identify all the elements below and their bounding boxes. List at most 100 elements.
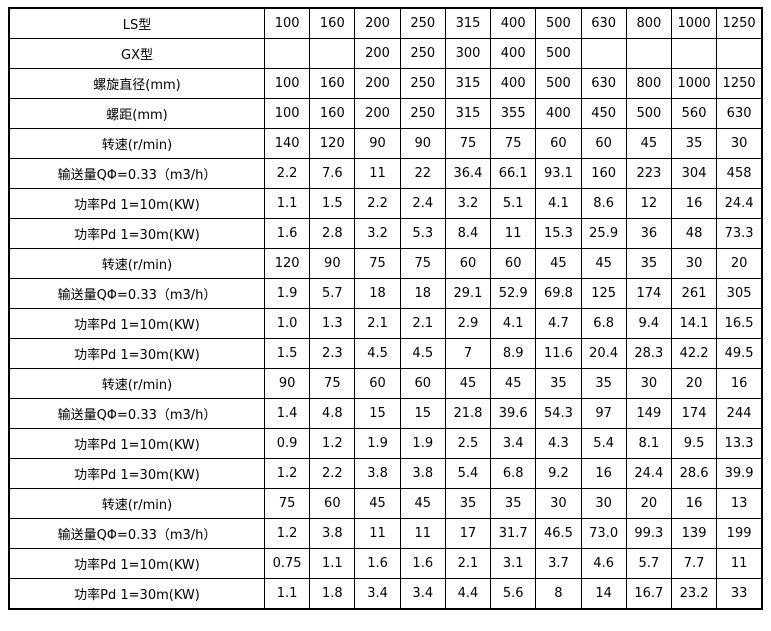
value-cell: 160 xyxy=(580,158,627,189)
value-cell: 9.4 xyxy=(625,308,672,339)
value-cell: 9.5 xyxy=(670,428,718,459)
value-cell: 3.8 xyxy=(354,458,401,489)
value-cell: 800 xyxy=(625,68,672,99)
value-cell: 60 xyxy=(490,248,537,279)
value-cell: 25.9 xyxy=(580,218,627,249)
value-cell: 7.7 xyxy=(670,548,718,579)
value-cell: 1.3 xyxy=(309,308,356,339)
value-cell: 250 xyxy=(399,7,446,39)
value-cell: 2.1 xyxy=(354,308,401,339)
value-cell: 160 xyxy=(309,68,356,99)
table-row: 输送量QΦ=0.33（m3/h） 1.9 5.7 18 18 29.1 52.9 69.8 12… xyxy=(8,278,763,309)
value-cell: 16 xyxy=(670,488,718,519)
row-label: 转速(r/min) xyxy=(8,488,265,519)
value-cell: 100 xyxy=(263,68,311,99)
value-cell: 8.9 xyxy=(490,338,537,369)
table-row: 转速(r/min) 90 75 60 60 45 45 35 35 30 20 16 xyxy=(8,368,763,399)
value-cell: 400 xyxy=(490,7,537,39)
row-label: 输送量QΦ=0.33（m3/h） xyxy=(8,518,265,549)
value-cell: 3.4 xyxy=(399,578,446,610)
value-cell: 30 xyxy=(625,368,672,399)
value-cell: 36 xyxy=(625,218,672,249)
value-cell: 5.7 xyxy=(625,548,672,579)
value-cell: 75 xyxy=(354,248,401,279)
value-cell: 4.3 xyxy=(535,428,582,459)
value-cell: 3.4 xyxy=(490,428,537,459)
value-cell: 45 xyxy=(580,248,627,279)
value-cell: 4.1 xyxy=(535,188,582,219)
value-cell: 0.75 xyxy=(263,548,311,579)
table-row: GX型 200 250 300 400 500 xyxy=(8,38,763,69)
value-cell: 29.1 xyxy=(444,278,492,309)
value-cell: 20 xyxy=(625,488,672,519)
value-cell: 2.2 xyxy=(263,158,311,189)
value-cell: 500 xyxy=(535,68,582,99)
value-cell: 450 xyxy=(580,98,627,129)
value-cell: 2.9 xyxy=(444,308,492,339)
value-cell: 45 xyxy=(535,248,582,279)
value-cell: 11.6 xyxy=(535,338,582,369)
value-cell: 199 xyxy=(716,518,763,549)
table-row: 功率Pd 1=30m(KW) 1.6 2.8 3.2 5.3 8.4 11 15.3 25.9 3… xyxy=(8,218,763,249)
value-cell: 2.3 xyxy=(309,338,356,369)
value-cell: 1250 xyxy=(716,7,763,39)
value-cell: 630 xyxy=(716,98,763,129)
value-cell xyxy=(625,38,672,69)
value-cell: 16 xyxy=(716,368,763,399)
value-cell: 15 xyxy=(399,398,446,429)
value-cell: 66.1 xyxy=(490,158,537,189)
value-cell: 3.8 xyxy=(309,518,356,549)
value-cell: 35 xyxy=(444,488,492,519)
value-cell: 8.6 xyxy=(580,188,627,219)
value-cell: 3.2 xyxy=(354,218,401,249)
row-label: GX型 xyxy=(8,38,265,69)
value-cell: 560 xyxy=(670,98,718,129)
value-cell: 1.5 xyxy=(309,188,356,219)
value-cell: 69.8 xyxy=(535,278,582,309)
value-cell: 35 xyxy=(535,368,582,399)
value-cell: 5.6 xyxy=(490,578,537,610)
value-cell: 49.5 xyxy=(716,338,763,369)
value-cell: 17 xyxy=(444,518,492,549)
value-cell: 75 xyxy=(309,368,356,399)
value-cell: 60 xyxy=(535,128,582,159)
row-label: 功率Pd 1=10m(KW) xyxy=(8,428,265,459)
value-cell: 8 xyxy=(535,578,582,610)
value-cell: 139 xyxy=(670,518,718,549)
value-cell: 200 xyxy=(354,98,401,129)
value-cell: 2.5 xyxy=(444,428,492,459)
row-label: 螺距(mm) xyxy=(8,98,265,129)
value-cell: 2.4 xyxy=(399,188,446,219)
value-cell: 120 xyxy=(309,128,356,159)
conveyor-spec-table: LS型 100 160 200 250 315 400 500 630 800 1000 1250 GX… xyxy=(8,7,763,610)
value-cell: 45 xyxy=(399,488,446,519)
value-cell: 7 xyxy=(444,338,492,369)
value-cell: 73.3 xyxy=(716,218,763,249)
value-cell: 630 xyxy=(580,7,627,39)
value-cell: 97 xyxy=(580,398,627,429)
table-row: 功率Pd 1=10m(KW) 1.0 1.3 2.1 2.1 2.9 4.1 4.7 6.8 9.… xyxy=(8,308,763,339)
value-cell: 16.7 xyxy=(625,578,672,610)
value-cell: 75 xyxy=(399,248,446,279)
value-cell: 1000 xyxy=(670,68,718,99)
value-cell: 23.2 xyxy=(670,578,718,610)
value-cell: 1.1 xyxy=(263,578,311,610)
value-cell: 54.3 xyxy=(535,398,582,429)
value-cell: 6.8 xyxy=(490,458,537,489)
value-cell: 46.5 xyxy=(535,518,582,549)
table-row: 功率Pd 1=10m(KW) 1.1 1.5 2.2 2.4 3.2 5.1 4.1 8.6 12… xyxy=(8,188,763,219)
row-label: 输送量QΦ=0.33（m3/h） xyxy=(8,158,265,189)
value-cell: 6.8 xyxy=(580,308,627,339)
value-cell: 14 xyxy=(580,578,627,610)
value-cell: 11 xyxy=(354,518,401,549)
row-label: 功率Pd 1=10m(KW) xyxy=(8,188,265,219)
value-cell: 500 xyxy=(535,7,582,39)
row-label: 功率Pd 1=30m(KW) xyxy=(8,218,265,249)
value-cell: 1.5 xyxy=(263,338,311,369)
value-cell: 400 xyxy=(490,68,537,99)
value-cell: 8.1 xyxy=(625,428,672,459)
value-cell: 458 xyxy=(716,158,763,189)
value-cell: 2.2 xyxy=(354,188,401,219)
value-cell: 20 xyxy=(716,248,763,279)
row-label: LS型 xyxy=(8,7,265,39)
